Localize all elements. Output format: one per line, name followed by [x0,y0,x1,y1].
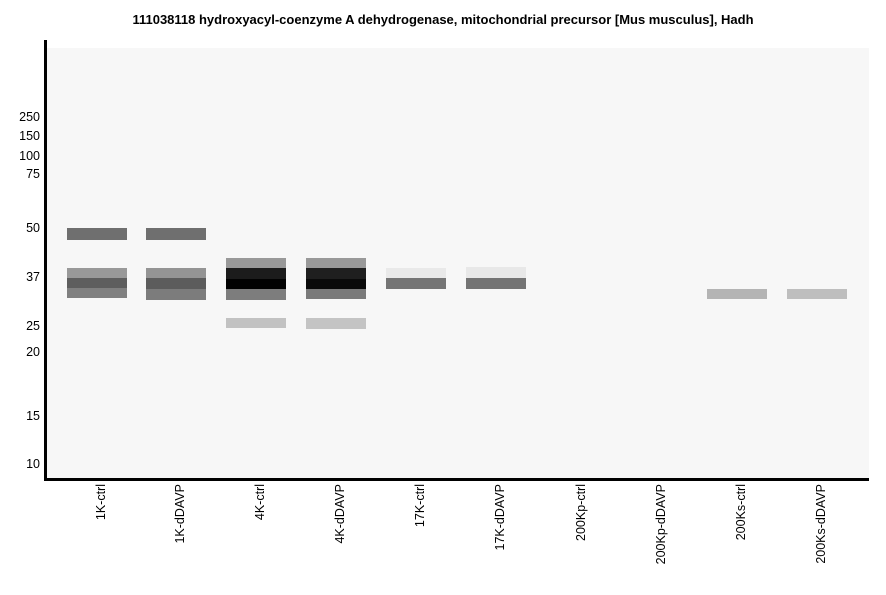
y-tick-label: 10 [26,457,40,471]
blot-band [146,278,206,289]
lane-label: 200Ks-dDAVP [814,484,828,564]
y-tick-label: 20 [26,345,40,359]
blot-band [466,267,526,278]
blot-band [146,289,206,300]
lane-label: 1K-ctrl [94,484,108,521]
lane-label: 4K-ctrl [253,484,267,521]
blot-band [67,278,127,288]
lane-label: 17K-ctrl [413,484,427,528]
blot-band [226,289,286,300]
lane-label: 4K-dDAVP [333,484,347,544]
blot-band [306,258,366,268]
blot-band [226,318,286,328]
y-tick-label: 25 [26,319,40,333]
blot-band [67,288,127,298]
y-axis-line [44,40,47,481]
blot-band [226,268,286,279]
blot-band [386,268,446,278]
plot-area [46,48,869,478]
lane-label: 17K-dDAVP [493,484,507,551]
y-tick-label: 150 [19,129,40,143]
blot-band [67,228,127,240]
y-tick-label: 100 [19,149,40,163]
lane-label: 1K-dDAVP [173,484,187,544]
blot-band [787,289,847,299]
y-tick-label: 37 [26,270,40,284]
blot-band [146,268,206,278]
blot-band [306,289,366,299]
blot-band [707,289,767,299]
blot-band [466,278,526,289]
blot-band [306,279,366,289]
lane-label: 200Kp-ctrl [574,484,588,541]
lane-label: 200Kp-dDAVP [654,484,668,565]
blot-band [226,258,286,268]
chart-title: 111038118 hydroxyacyl-coenzyme A dehydro… [132,12,754,27]
blot-band [386,278,446,289]
lane-label: 200Ks-ctrl [734,484,748,541]
y-tick-label: 50 [26,221,40,235]
y-tick-label: 250 [19,110,40,124]
x-axis-line [44,478,869,481]
y-tick-label: 75 [26,167,40,181]
blot-band [306,268,366,279]
blot-band [306,318,366,329]
blot-band [146,228,206,240]
y-tick-label: 15 [26,409,40,423]
blot-band [226,279,286,289]
blot-band [67,268,127,278]
